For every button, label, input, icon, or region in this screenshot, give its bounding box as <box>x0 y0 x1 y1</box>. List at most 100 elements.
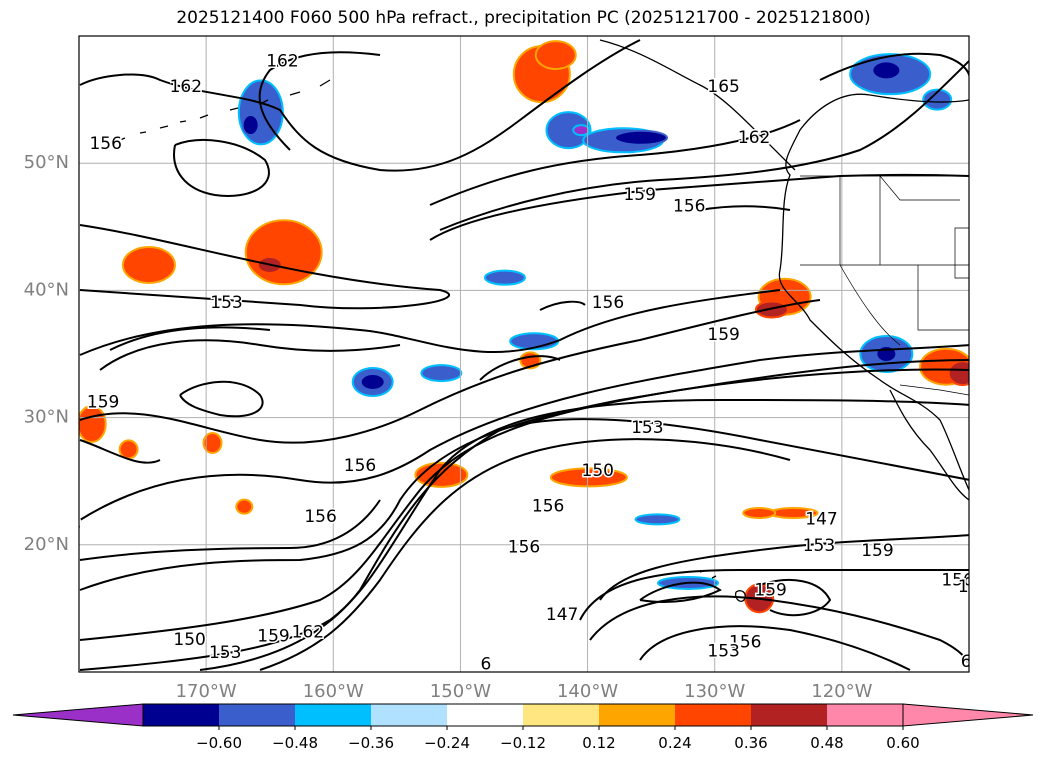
contour-line <box>819 52 969 81</box>
precip-blob <box>742 507 777 519</box>
precip-blob <box>613 129 668 146</box>
contour-line <box>79 398 969 671</box>
contour-label: 156 <box>532 497 564 517</box>
aleutian-islands <box>119 79 331 141</box>
latitude-label: 20°N <box>24 534 69 555</box>
precip-blob <box>754 300 789 319</box>
contour-label: 162 <box>266 51 298 71</box>
us-mexico-border <box>899 384 969 396</box>
precip-blob <box>871 60 902 81</box>
colorbar-tick-label: 0.12 <box>582 734 615 752</box>
contour-label: 165 <box>707 77 739 97</box>
colorbar-segment <box>295 704 371 726</box>
longitude-label: 130°W <box>684 681 745 702</box>
colorbar-tick-label: 0.48 <box>810 734 843 752</box>
longitude-label: 140°W <box>557 681 618 702</box>
baja-coastline <box>889 389 969 501</box>
precip-blob <box>572 124 591 137</box>
contour-line <box>759 579 832 617</box>
latitude-label: 50°N <box>24 152 69 173</box>
latitude-label: 40°N <box>24 279 69 300</box>
contour-line <box>79 359 969 591</box>
contour-line <box>79 299 821 444</box>
contour-line <box>79 39 641 172</box>
contour-line <box>179 380 264 418</box>
refractivity-contours <box>79 39 969 671</box>
longitude-labels: 170°W 160°W 150°W 140°W 130°W 120°W <box>176 681 873 702</box>
longitude-label: 150°W <box>430 681 491 702</box>
precip-blob <box>244 219 323 286</box>
colorbar-tick-label: −0.24 <box>424 734 470 752</box>
contour-label: 62 <box>961 652 983 672</box>
colorbar-extend-high <box>902 703 1034 727</box>
contour-label: 147 <box>546 605 578 625</box>
contour-label: 150 <box>173 630 205 650</box>
colorbar-segment <box>371 704 447 726</box>
latitude-label: 30°N <box>24 407 69 428</box>
precip-blob <box>534 40 577 71</box>
contour-line <box>258 51 381 151</box>
longitude-label: 170°W <box>176 681 237 702</box>
longitude-label: 160°W <box>303 681 364 702</box>
precip-blob <box>420 364 463 383</box>
contour-line <box>173 139 270 197</box>
contour-line <box>439 59 969 231</box>
contour-label: 153 <box>49 516 81 536</box>
contour-label: 159 <box>257 626 289 646</box>
contour-label: 147 <box>805 509 837 529</box>
contour-line <box>99 339 401 371</box>
contour-label: 162 <box>170 77 202 97</box>
contour-line <box>639 625 911 671</box>
precipitation-fill-layer <box>79 40 969 614</box>
contour-label: 159 <box>754 581 786 601</box>
precip-blob <box>483 269 526 286</box>
contour-line <box>479 355 561 381</box>
contour-line <box>79 499 381 561</box>
contour-label: 159 <box>707 325 739 345</box>
contour-label: 156 <box>729 633 761 653</box>
contour-label: 150 <box>4 465 36 485</box>
contour-line <box>429 119 801 206</box>
precip-blob <box>947 360 969 387</box>
map-title: 2025121400 F060 500 hPa refract., precip… <box>176 8 871 28</box>
precip-blob <box>202 432 223 455</box>
contour-line <box>639 581 722 603</box>
contour-line <box>109 326 271 351</box>
contour-label: 159 <box>623 185 655 205</box>
alaska-coastline <box>599 39 796 171</box>
contour-label: 153 <box>958 577 990 597</box>
contour-label: 147 <box>0 654 27 674</box>
state-borders <box>800 175 969 346</box>
contour-line <box>259 438 791 671</box>
contour-label: 156 <box>673 196 705 216</box>
contour-line <box>589 595 969 671</box>
precip-blob <box>121 245 176 284</box>
colorbar-segment <box>143 704 219 726</box>
precip-blob <box>549 467 628 488</box>
contour-label: 162 <box>292 623 324 643</box>
colorbar-tick-label: −0.48 <box>272 734 318 752</box>
precip-blob <box>634 513 681 526</box>
contour-label: 153 <box>631 418 663 438</box>
contour-label: 153 <box>707 642 739 662</box>
contour-line <box>199 418 969 671</box>
contour-label: 150 <box>582 461 614 481</box>
colorbar-segment <box>447 704 523 726</box>
contour-label: 156 <box>941 570 973 590</box>
contour-line <box>79 224 450 310</box>
contour-label: 156 <box>344 456 376 476</box>
contour-line <box>429 173 969 241</box>
colorbar-tick-label: −0.12 <box>500 734 546 752</box>
precip-blob <box>922 88 953 111</box>
contour-label: 162 <box>738 128 770 148</box>
latitude-labels: 50°N 40°N 30°N 20°N <box>24 152 69 555</box>
colorbar-tick-label: −0.36 <box>348 734 394 752</box>
contour-line <box>599 534 969 601</box>
colorbar-segment <box>599 704 675 726</box>
precip-blob <box>241 114 260 137</box>
precip-blob <box>545 111 592 150</box>
colorbar-tick-label: 0.36 <box>734 734 767 752</box>
colorbar: −0.60 −0.48 −0.36 −0.24 −0.12 0.12 0.24 0.36 0.4… <box>12 703 1034 752</box>
